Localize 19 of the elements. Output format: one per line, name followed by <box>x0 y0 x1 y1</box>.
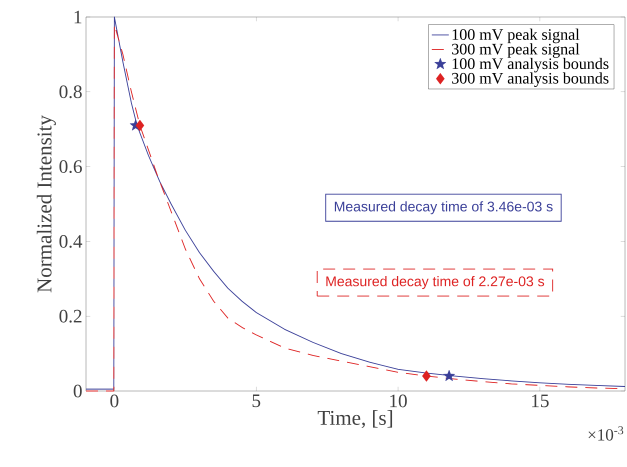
y-tick-label: 0.8 <box>59 85 82 98</box>
legend-label: 100 mV peak signal <box>452 28 580 44</box>
legend-label: 300 mV peak signal <box>452 43 580 58</box>
x-axis-title: Time, [s] <box>318 410 392 428</box>
y-tick-label: 0.2 <box>59 310 82 323</box>
y-tick-label: 1 <box>74 10 82 24</box>
legend-label: 300 mV analysis bounds <box>452 72 608 87</box>
y-tick-label: 0.6 <box>59 160 82 174</box>
y-tick-label: 0.4 <box>59 234 82 248</box>
y-tick-label: 0 <box>74 384 82 398</box>
annotation: Measured decay time of 2.27e-03 s <box>326 276 544 290</box>
x-tick-label: 0 <box>110 394 118 408</box>
y-axis-title: Normalized Intensity <box>36 115 56 292</box>
x-tick-label: 15 <box>532 394 549 408</box>
annotation: Measured decay time of 3.46e-03 s <box>334 201 553 214</box>
x-tick-label: 5 <box>252 394 260 408</box>
legend-label: 100 mV analysis bounds <box>452 58 608 72</box>
x-tick-label: 10 <box>390 394 407 408</box>
text: ×10$^{-3}$ <box>588 426 624 441</box>
